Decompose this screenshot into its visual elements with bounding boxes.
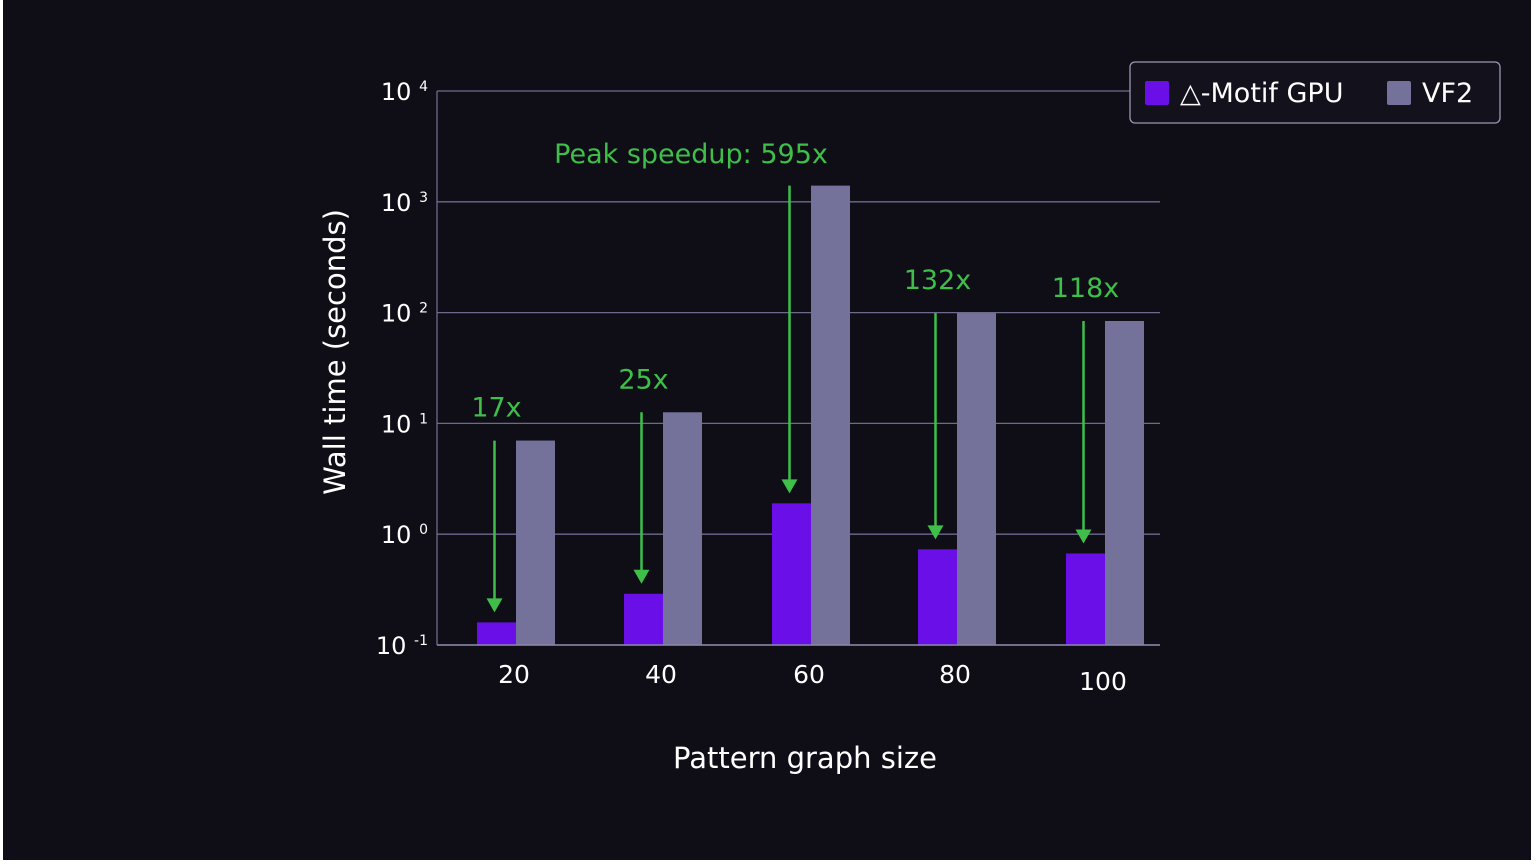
x-tick-label: 40 <box>645 660 677 689</box>
x-tick-label: 80 <box>939 660 971 689</box>
y-axis-label: Wall time (seconds) <box>318 209 352 495</box>
y-tick-label: 10 4 <box>381 78 428 106</box>
legend-label-motif-gpu: △-Motif GPU <box>1180 78 1343 109</box>
bar-vf2-60 <box>811 185 850 645</box>
y-tick-label: 10 2 <box>381 300 428 328</box>
legend-swatch-motif-gpu <box>1145 81 1169 105</box>
bar-motif-gpu-60 <box>772 503 811 645</box>
speedup-label: 118x <box>1052 273 1120 304</box>
bar-vf2-40 <box>663 412 702 645</box>
speedup-label: 25x <box>618 364 668 395</box>
arrow-head <box>633 569 650 584</box>
legend-label-vf2: VF2 <box>1422 78 1473 109</box>
bar-motif-gpu-20 <box>477 622 516 645</box>
speedup-label: 17x <box>471 393 521 424</box>
y-tick-label: 10 0 <box>381 521 428 549</box>
x-tick-label: 60 <box>793 660 825 689</box>
speedup-label: Peak speedup: 595x <box>554 139 828 170</box>
x-tick-label: 20 <box>498 660 530 689</box>
arrow-head <box>781 479 798 494</box>
speedup-label: 132x <box>904 265 972 296</box>
x-tick-label: 100 <box>1079 667 1127 696</box>
arrow-head <box>1075 529 1092 544</box>
y-tick-label: 10 -1 <box>376 632 428 660</box>
y-tick-label: 10 1 <box>381 410 428 438</box>
arrow-head <box>927 525 944 540</box>
arrow-head <box>486 598 503 613</box>
legend: △-Motif GPU VF2 <box>1129 61 1501 124</box>
bar-vf2-80 <box>957 313 996 645</box>
bar-motif-gpu-40 <box>624 593 663 645</box>
legend-box <box>1129 61 1501 124</box>
bar-motif-gpu-100 <box>1066 553 1105 645</box>
x-axis-label: Pattern graph size <box>673 741 937 775</box>
bar-motif-gpu-80 <box>918 549 957 645</box>
bar-vf2-100 <box>1105 320 1144 645</box>
chart-background <box>3 0 1531 860</box>
y-tick-label: 10 3 <box>381 189 428 217</box>
bar-vf2-20 <box>516 440 555 645</box>
legend-swatch-vf2 <box>1387 81 1411 105</box>
